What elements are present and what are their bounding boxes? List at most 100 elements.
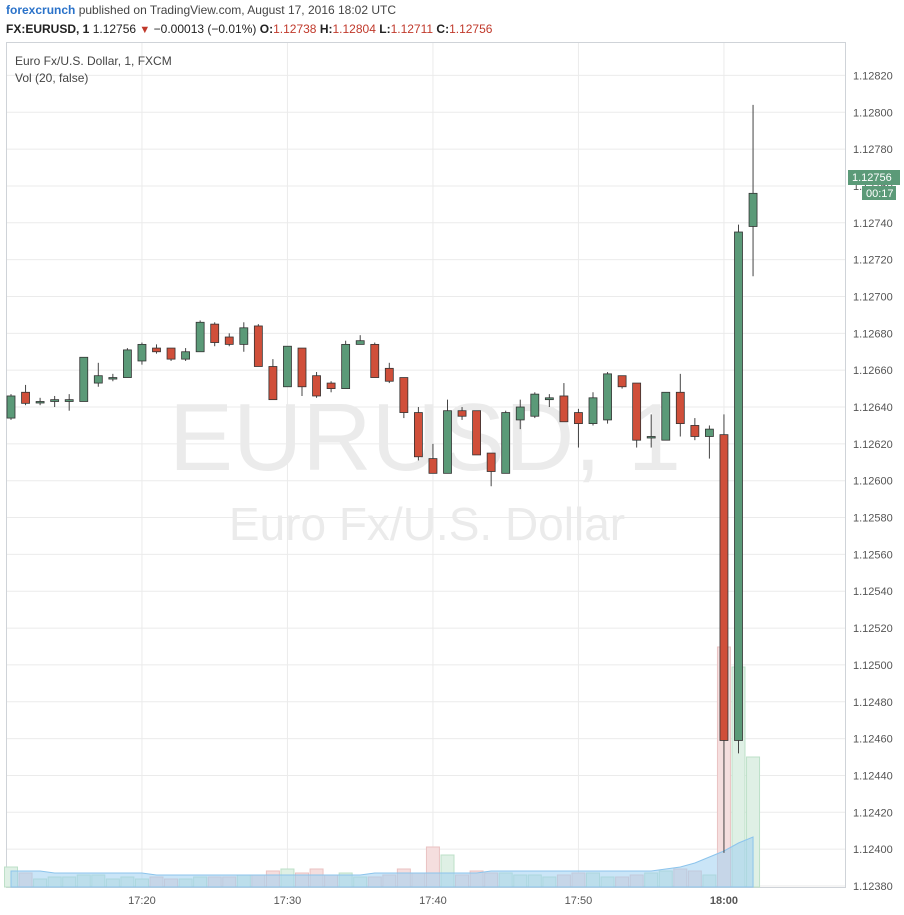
candle[interactable] xyxy=(457,407,467,420)
close-value: 1.12756 xyxy=(449,22,493,36)
candle-body xyxy=(35,401,45,404)
candle[interactable] xyxy=(428,443,438,474)
candle[interactable] xyxy=(399,377,409,419)
price-tick-label: 1.12720 xyxy=(853,255,893,267)
candle-body xyxy=(64,399,74,402)
candle[interactable] xyxy=(108,373,118,382)
price-tick-label: 1.12640 xyxy=(853,402,893,414)
candle[interactable] xyxy=(195,320,205,353)
candle[interactable] xyxy=(690,418,700,441)
candle[interactable] xyxy=(443,399,452,474)
candle[interactable] xyxy=(486,452,496,487)
candle[interactable] xyxy=(544,394,554,408)
close-label: C: xyxy=(436,22,450,36)
price-tick-label: 1.12460 xyxy=(853,734,893,746)
candle[interactable] xyxy=(341,340,351,389)
price-tick-label: 1.12700 xyxy=(853,291,893,303)
candle[interactable] xyxy=(559,383,569,423)
candle-body xyxy=(588,397,598,425)
candle[interactable] xyxy=(79,356,89,402)
candle[interactable] xyxy=(35,397,45,406)
candle-body xyxy=(428,458,438,474)
candle-body xyxy=(108,377,118,380)
candle[interactable] xyxy=(530,392,540,419)
candle[interactable] xyxy=(253,324,263,367)
candle[interactable] xyxy=(181,348,191,361)
candle[interactable] xyxy=(239,322,249,352)
candle-body xyxy=(21,391,30,404)
price-tag-value: 1.12756 xyxy=(852,172,892,184)
candle[interactable] xyxy=(93,362,103,387)
candle-body xyxy=(690,425,700,437)
candle[interactable] xyxy=(6,394,16,420)
candle[interactable] xyxy=(268,359,278,401)
candle[interactable] xyxy=(297,347,307,396)
candle[interactable] xyxy=(646,414,656,448)
candle-body xyxy=(370,343,380,378)
volume-indicator-label[interactable]: Vol (20, false) xyxy=(15,71,89,85)
series-title[interactable]: Euro Fx/U.S. Dollar, 1, FXCM xyxy=(15,54,172,68)
candle[interactable] xyxy=(472,410,482,456)
candle[interactable] xyxy=(283,345,292,388)
price-tick-label: 1.12560 xyxy=(853,549,893,561)
last-price: 1.12756 xyxy=(92,22,137,36)
high-label: H: xyxy=(319,22,333,36)
candle[interactable] xyxy=(705,425,714,459)
price-tick-label: 1.12580 xyxy=(853,513,893,525)
time-tick-label: 18:00 xyxy=(710,895,738,907)
candle[interactable] xyxy=(413,407,423,461)
brand-link[interactable]: forexcrunch xyxy=(6,3,76,17)
candle-body xyxy=(283,345,292,388)
candle-body xyxy=(6,395,16,419)
candle-body xyxy=(675,391,685,425)
candle[interactable] xyxy=(574,408,583,448)
candle[interactable] xyxy=(675,373,685,437)
candle-body xyxy=(719,434,729,741)
symbol-label[interactable]: FX:EURUSD, 1 xyxy=(6,22,90,36)
candle-body xyxy=(544,397,554,401)
candle[interactable] xyxy=(326,381,336,393)
candle[interactable] xyxy=(355,335,365,345)
volume-bars xyxy=(4,646,761,888)
candle[interactable] xyxy=(748,104,758,277)
candle-body xyxy=(195,321,205,353)
candle[interactable] xyxy=(50,395,60,408)
candle[interactable] xyxy=(734,224,743,754)
candle[interactable] xyxy=(370,342,380,378)
candle-body xyxy=(501,412,511,474)
price-axis: 1.12380 1.12400 1.12420 1.12440 1.12460 1.124… xyxy=(853,70,893,893)
candle-body xyxy=(239,327,249,345)
candle[interactable] xyxy=(21,384,30,406)
candle[interactable] xyxy=(515,399,525,430)
candle[interactable] xyxy=(224,333,234,347)
candle[interactable] xyxy=(632,382,642,448)
candle[interactable] xyxy=(661,391,671,441)
candle[interactable] xyxy=(603,372,612,424)
candle[interactable] xyxy=(312,372,321,398)
candle[interactable] xyxy=(152,344,161,354)
candle[interactable] xyxy=(166,347,176,361)
candle-body xyxy=(166,347,176,360)
candle[interactable] xyxy=(210,322,220,347)
candle[interactable] xyxy=(617,375,627,389)
candle-body xyxy=(443,410,452,474)
candle[interactable] xyxy=(588,392,598,426)
price-tick-label: 1.12480 xyxy=(853,697,893,709)
candle-body xyxy=(457,410,467,417)
candle[interactable] xyxy=(64,394,74,411)
time-tick-label: 17:50 xyxy=(565,895,593,907)
price-tag-bg xyxy=(848,170,900,185)
candle-body xyxy=(384,367,394,382)
candle-body xyxy=(734,231,743,741)
price-tick-label: 1.12400 xyxy=(853,844,893,856)
price-tick-label: 1.12820 xyxy=(853,70,893,82)
candle-body xyxy=(312,375,321,397)
candle-body xyxy=(661,391,671,441)
candle[interactable] xyxy=(137,342,147,365)
candle[interactable] xyxy=(719,414,729,853)
candle[interactable] xyxy=(501,410,511,474)
candle[interactable] xyxy=(384,362,394,384)
candle-body xyxy=(224,336,234,345)
candle[interactable] xyxy=(123,348,132,378)
